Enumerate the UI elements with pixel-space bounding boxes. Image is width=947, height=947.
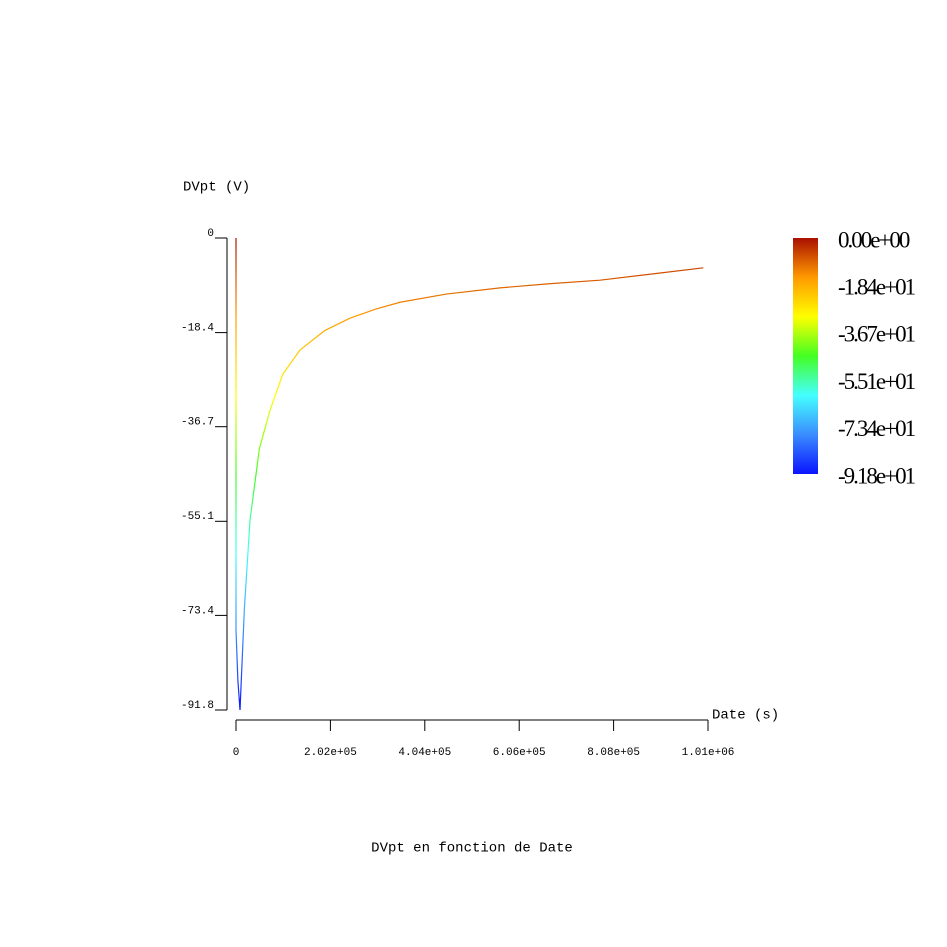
colorbar-tick-label: -5.51e+01 [838,369,916,394]
colorbar-tick-label: 0.00e+00 [838,227,910,252]
y-tick-label: -36.7 [181,417,214,429]
x-tick-label: 8.08e+05 [587,747,640,759]
colorbar-tick-label: -7.34e+01 [838,416,916,441]
chart-title: DVpt en fonction de Date [371,841,573,857]
x-tick-label: 1.01e+06 [682,747,735,759]
y-axis-label: DVpt (V) [183,180,250,196]
colorbar-tick-label: -9.18e+01 [838,463,916,488]
x-tick-label: 2.02e+05 [304,747,357,759]
y-tick-label: -73.4 [181,605,214,617]
x-tick-label: 6.06e+05 [493,747,546,759]
y-tick-label: -55.1 [181,511,214,523]
colorbar-tick-label: -1.84e+01 [838,275,916,300]
x-tick-label: 0 [233,747,240,759]
y-tick-label: 0 [207,228,214,240]
data-line [235,238,704,711]
colorbar [793,238,818,474]
y-tick-label: -91.8 [181,700,214,712]
x-axis-label: Date (s) [712,708,779,724]
colorbar-tick-label: -3.67e+01 [838,322,916,347]
y-tick-label: -18.4 [181,323,214,335]
x-tick-label: 4.04e+05 [398,747,451,759]
